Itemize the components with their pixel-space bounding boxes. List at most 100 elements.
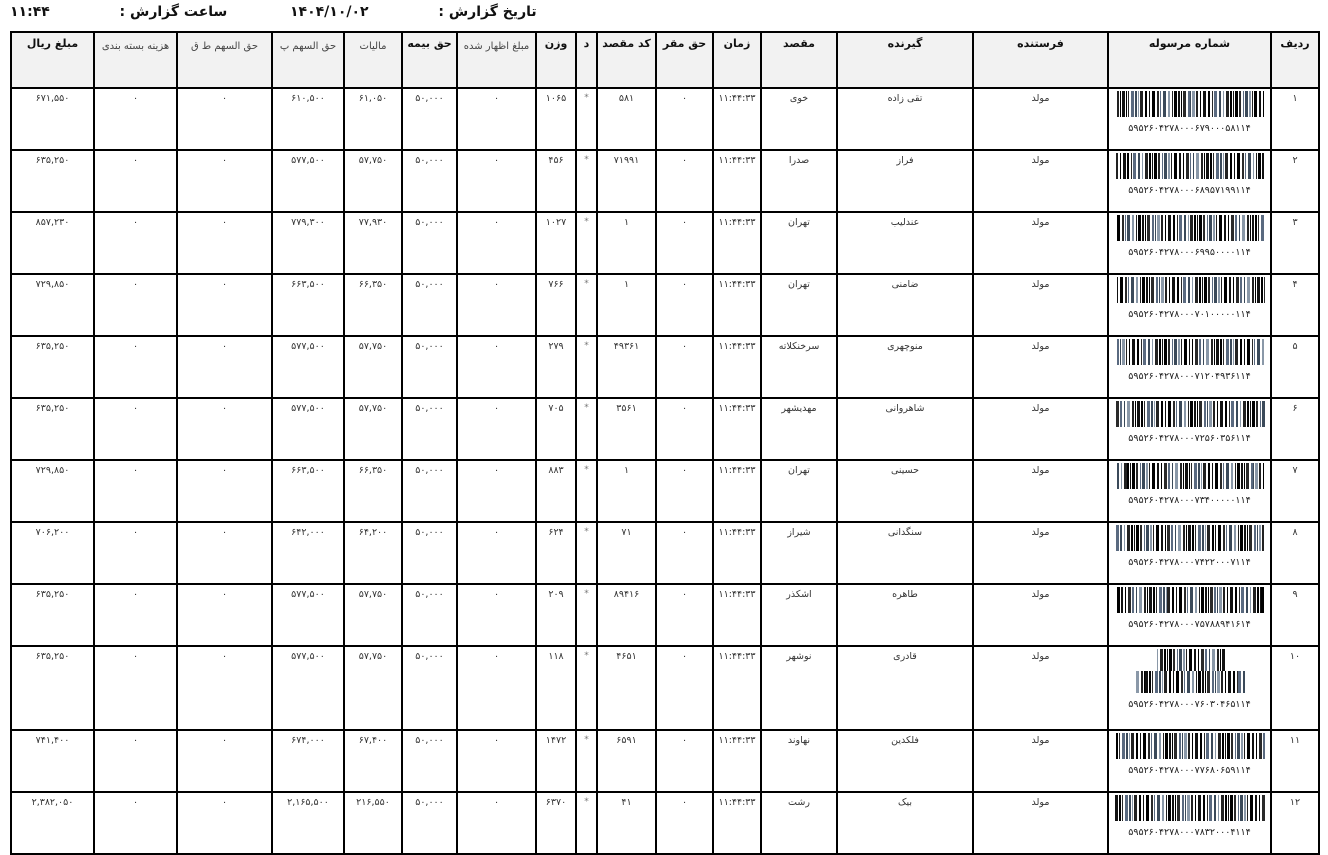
cell-sender: مولد (972, 273, 1109, 337)
table-row: ۹ ۵۹۵۲۶۰۴۲۷۸۰۰۰۷۵۷۸۸۹۴۱۶۱۴ مولد طاهره اشکذر ۱… (10, 583, 1320, 647)
tracking-barcode-cell: ۵۹۵۲۶۰۴۲۷۸۰۰۰۷۶۰۳۰۴۶۵۱۱۴ (1107, 645, 1272, 731)
cell-share-tq: ۰ (176, 645, 273, 731)
cell-d: * (575, 87, 598, 151)
cell-sender: مولد (972, 397, 1109, 461)
cell-declared: ۰ (456, 583, 537, 647)
cell-d: * (575, 273, 598, 337)
cell-declared: ۰ (456, 791, 537, 855)
cell-receiver: ضامنی (836, 273, 974, 337)
cell-d: * (575, 211, 598, 275)
cell-declared: ۰ (456, 149, 537, 213)
cell-origin-fee: ۰ (655, 791, 714, 855)
cell-tax: ۵۷,۷۵۰ (343, 645, 403, 731)
cell-share-p: ۶۴۲,۰۰۰ (271, 521, 345, 585)
cell-packing: ۰ (93, 645, 178, 731)
cell-receiver: فراز (836, 149, 974, 213)
cell-dest-code: ۳۵۶۱ (596, 397, 657, 461)
cell-insurance: ۵۰,۰۰۰ (401, 397, 458, 461)
cell-packing: ۰ (93, 211, 178, 275)
tracking-barcode-cell: ۵۹۵۲۶۰۴۲۷۸۰۰۰۷۱۲۰۴۹۳۶۱۱۴ (1107, 335, 1272, 399)
cell-share-tq: ۰ (176, 149, 273, 213)
cell-declared: ۰ (456, 273, 537, 337)
col-header-share-p: حق السهم پ (271, 31, 345, 89)
tracking-number: ۵۹۵۲۶۰۴۲۷۸۰۰۰۶۸۹۵۷۱۹۹۱۱۴ (1128, 185, 1251, 196)
barcode-icon (1115, 153, 1265, 179)
cell-no: ۶ (1270, 397, 1320, 461)
cell-dest-code: ۱ (596, 211, 657, 275)
cell-weight: ۶۲۴ (535, 521, 577, 585)
cell-share-p: ۵۷۷,۵۰۰ (271, 335, 345, 399)
cell-origin-fee: ۰ (655, 149, 714, 213)
table-row: ۴ ۵۹۵۲۶۰۴۲۷۸۰۰۰۷۰۱۰۰۰۰۰۱۱۴ مولد ضامنی تهران ۱… (10, 273, 1320, 337)
cell-share-p: ۵۷۷,۵۰۰ (271, 583, 345, 647)
tracking-number: ۵۹۵۲۶۰۴۲۷۸۰۰۰۷۱۲۰۴۹۳۶۱۱۴ (1128, 371, 1251, 382)
cell-sender: مولد (972, 791, 1109, 855)
cell-share-tq: ۰ (176, 791, 273, 855)
cell-share-tq: ۰ (176, 273, 273, 337)
cell-dest-code: ۵۸۱ (596, 87, 657, 151)
cell-insurance: ۵۰,۰۰۰ (401, 583, 458, 647)
cell-share-p: ۶۶۳,۵۰۰ (271, 273, 345, 337)
tracking-number: ۵۹۵۲۶۰۴۲۷۸۰۰۰۷۰۱۰۰۰۰۰۱۱۴ (1128, 309, 1251, 320)
report-time: ساعت گزارش : ۱۱:۴۴ (10, 4, 227, 28)
barcode-icon (1115, 587, 1265, 613)
barcode-icon (1115, 339, 1265, 365)
cell-no: ۱۱ (1270, 729, 1320, 793)
cell-total: ۷۴۱,۴۰۰ (10, 729, 95, 793)
cell-insurance: ۵۰,۰۰۰ (401, 729, 458, 793)
cell-packing: ۰ (93, 397, 178, 461)
cell-tax: ۲۱۶,۵۵۰ (343, 791, 403, 855)
cell-origin-fee: ۰ (655, 397, 714, 461)
cell-no: ۹ (1270, 583, 1320, 647)
cell-time: ۱۱:۴۴:۳۳ (712, 397, 762, 461)
cell-declared: ۰ (456, 335, 537, 399)
cell-weight: ۱۴۷۲ (535, 729, 577, 793)
cell-share-p: ۶۶۳,۵۰۰ (271, 459, 345, 523)
cell-dest: اشکذر (760, 583, 838, 647)
cell-sender: مولد (972, 729, 1109, 793)
cell-insurance: ۵۰,۰۰۰ (401, 645, 458, 731)
cell-origin-fee: ۰ (655, 211, 714, 275)
tracking-barcode-cell: ۵۹۵۲۶۰۴۲۷۸۰۰۰۷۷۶۸۰۶۵۹۱۱۴ (1107, 729, 1272, 793)
cell-tax: ۶۶,۳۵۰ (343, 459, 403, 523)
cell-dest: تهران (760, 459, 838, 523)
cell-share-tq: ۰ (176, 397, 273, 461)
cell-declared: ۰ (456, 211, 537, 275)
cell-total: ۷۲۹,۸۵۰ (10, 459, 95, 523)
col-header-tax: مالیات (343, 31, 403, 89)
col-header-share-tq: حق السهم ط ق (176, 31, 273, 89)
cell-sender: مولد (972, 149, 1109, 213)
cell-tax: ۵۷,۷۵۰ (343, 335, 403, 399)
col-header-tracking: شماره مرسوله (1107, 31, 1272, 89)
table-row: ۷ ۵۹۵۲۶۰۴۲۷۸۰۰۰۷۳۴۰۰۰۰۰۱۱۴ مولد حسینی تهران ۱… (10, 459, 1320, 523)
cell-sender: مولد (972, 583, 1109, 647)
col-header-row-number: ردیف (1270, 31, 1320, 89)
cell-total: ۲,۳۸۲,۰۵۰ (10, 791, 95, 855)
cell-receiver: حسینی (836, 459, 974, 523)
barcode-icon (1115, 277, 1265, 303)
cell-receiver: عندلیب (836, 211, 974, 275)
barcode-icon (1115, 215, 1265, 241)
cell-weight: ۲۰۹ (535, 583, 577, 647)
cell-packing: ۰ (93, 791, 178, 855)
cell-packing: ۰ (93, 149, 178, 213)
cell-dest: خوی (760, 87, 838, 151)
cell-no: ۱ (1270, 87, 1320, 151)
cell-insurance: ۵۰,۰۰۰ (401, 273, 458, 337)
cell-packing: ۰ (93, 459, 178, 523)
cell-share-p: ۲,۱۶۵,۵۰۰ (271, 791, 345, 855)
col-header-time: زمان (712, 31, 762, 89)
cell-time: ۱۱:۴۴:۳۳ (712, 791, 762, 855)
table-body: ۱ ۵۹۵۲۶۰۴۲۷۸۰۰۰۶۷۹۰۰۰۵۸۱۱۴ مولد تقی زاده خوی… (10, 87, 1320, 855)
col-header-origin-fee: حق مقر (655, 31, 714, 89)
table-row: ۵ ۵۹۵۲۶۰۴۲۷۸۰۰۰۷۱۲۰۴۹۳۶۱۱۴ مولد منوچهری سرخن… (10, 335, 1320, 399)
report-date-value: ۱۴۰۴/۱۰/۰۲ (290, 4, 369, 20)
cell-time: ۱۱:۴۴:۳۳ (712, 211, 762, 275)
col-header-sender: فرستنده (972, 31, 1109, 89)
cell-receiver: طاهره (836, 583, 974, 647)
cell-weight: ۱۰۶۵ (535, 87, 577, 151)
cell-declared: ۰ (456, 645, 537, 731)
cell-dest-code: ۷۱۹۹۱ (596, 149, 657, 213)
cell-packing: ۰ (93, 335, 178, 399)
tracking-barcode-cell: ۵۹۵۲۶۰۴۲۷۸۰۰۰۷۰۱۰۰۰۰۰۱۱۴ (1107, 273, 1272, 337)
